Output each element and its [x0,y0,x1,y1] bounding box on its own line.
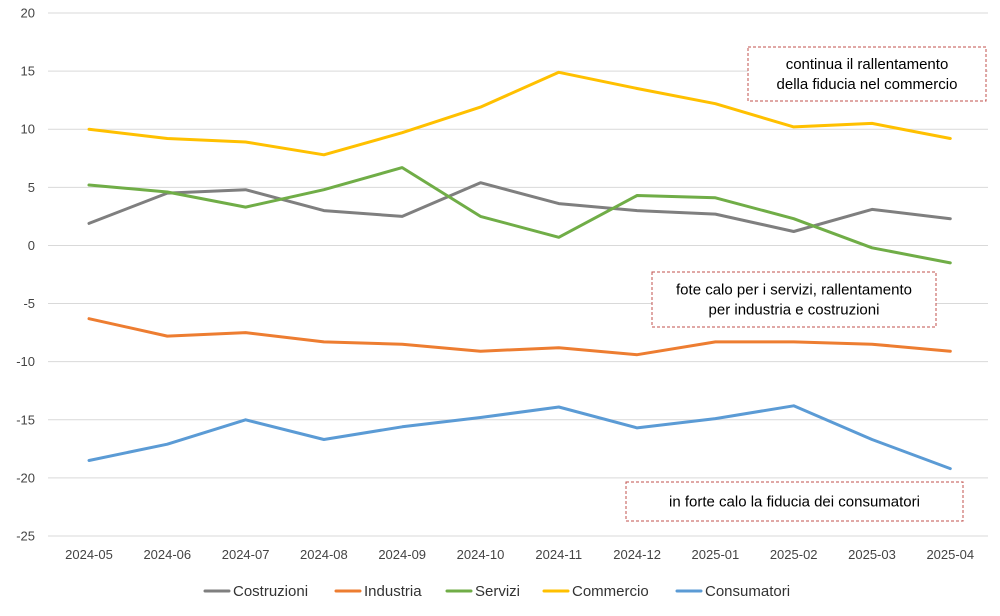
series-line-servizi [87,166,952,265]
legend-label: Servizi [475,583,520,600]
y-tick-label: 5 [28,180,35,195]
annotation-text: continua il rallentamento [786,56,949,73]
annotation-box [625,481,964,522]
annotation-text: per industria e costruzioni [709,302,880,319]
annotations: continua il rallentamento della fiducia n… [625,46,987,522]
x-tick-label: 2024-06 [143,547,191,562]
x-tick-label: 2024-07 [222,547,270,562]
x-tick-label: 2025-01 [692,547,740,562]
legend-label: Consumatori [705,583,790,600]
y-tick-label: -5 [23,296,35,311]
x-tick-label: 2024-08 [300,547,348,562]
annotation-text: della fiducia nel commercio [777,76,958,93]
x-tick-label: 2024-05 [65,547,113,562]
legend: Costruzioni Industria Servizi Commercio Cons… [203,583,790,600]
annotation-text: fote calo per i servizi, rallentamento [676,282,912,299]
series-line-costruzioni [87,181,952,233]
legend-label: Costruzioni [233,583,308,600]
x-tick-label: 2025-02 [770,547,818,562]
x-tick-label: 2024-12 [613,547,661,562]
legend-label: Industria [364,583,422,600]
series-lines [87,70,952,471]
y-axis-ticks: 20 15 10 5 0 -5 -10 -15 -20 -25 [16,6,35,544]
y-tick-label: -15 [16,412,35,427]
grid [48,12,988,537]
y-tick-label: 15 [21,64,35,79]
annotation-box [651,271,937,328]
y-tick-label: -10 [16,354,35,369]
x-tick-label: 2024-10 [457,547,505,562]
y-tick-label: -25 [16,529,35,544]
x-tick-label: 2024-09 [378,547,426,562]
annotation-text: in forte calo la fiducia dei consumatori [669,494,920,511]
x-axis-ticks: 2024-05 2024-06 2024-07 2024-08 2024-09 2024-… [65,547,974,562]
annotation-box [747,46,987,102]
y-tick-label: 20 [21,6,35,21]
x-tick-label: 2025-03 [848,547,896,562]
y-tick-label: -20 [16,470,35,485]
series-line-industria [87,317,952,357]
legend-label: Commercio [572,583,649,600]
series-line-consumatori [87,404,952,471]
y-tick-label: 0 [28,238,35,253]
series-line-commercio [87,70,952,157]
y-tick-label: 10 [21,122,35,137]
x-tick-label: 2024-11 [535,547,582,562]
x-tick-label: 2025-04 [926,547,974,562]
